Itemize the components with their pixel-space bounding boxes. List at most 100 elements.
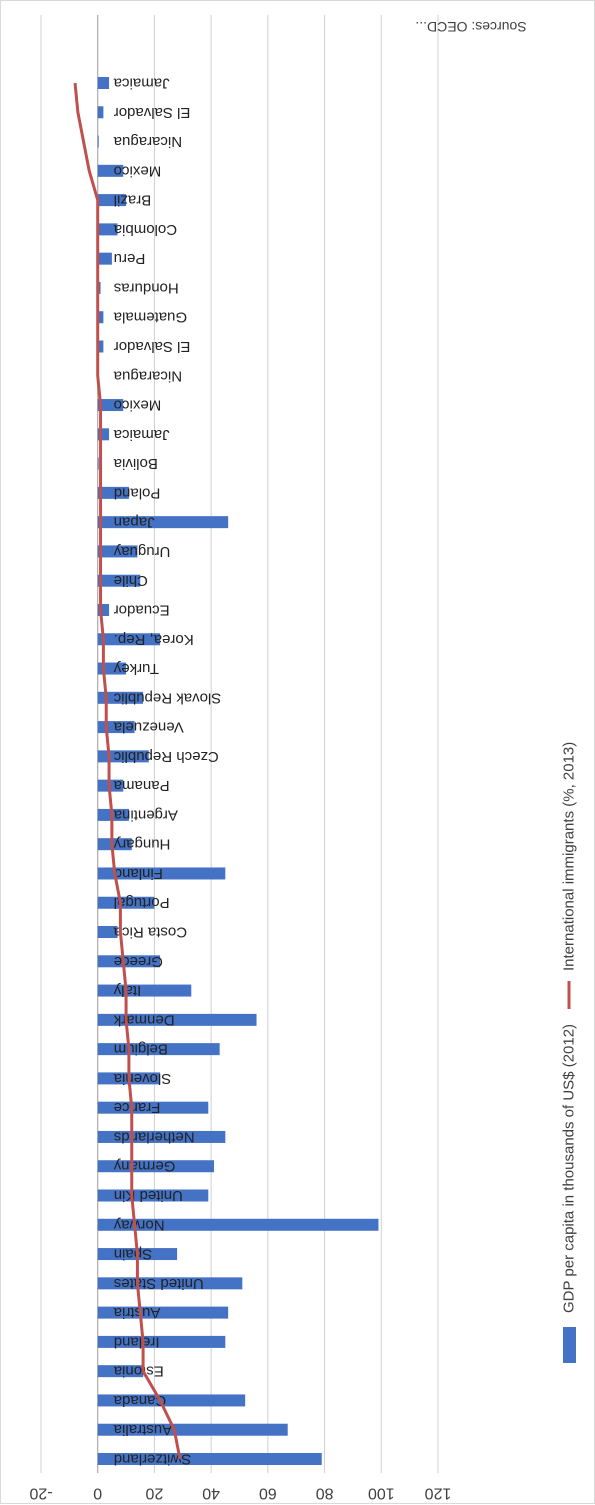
bar: [97, 252, 112, 265]
bar: [97, 545, 138, 558]
legend-bar-label: GDP per capita in thousands of US$ (2012…: [561, 1024, 578, 1313]
category-label: Denmark: [113, 1011, 174, 1028]
category-label: El Salvador: [114, 104, 191, 121]
immigrants-line: [73, 82, 182, 1460]
bar: [97, 633, 161, 646]
bar: [97, 135, 99, 148]
bar: [97, 838, 132, 851]
bar: [97, 77, 110, 89]
bar: [97, 896, 155, 909]
category-label: France: [114, 1099, 161, 1116]
bar: [97, 399, 124, 412]
category-label: Australia: [113, 1421, 172, 1438]
category-label: Guatemala: [113, 309, 187, 326]
category-label: Jamaica: [113, 75, 170, 92]
bar: [97, 311, 104, 324]
category-label: Mexico: [114, 162, 162, 179]
category-label: Colombia: [113, 221, 177, 238]
bar: [97, 574, 141, 587]
category-label: Korea, Rep.: [114, 631, 194, 648]
bar: [97, 1130, 226, 1143]
category-label: Jamaica: [113, 426, 170, 443]
bar: [97, 1277, 243, 1290]
category-label: United States: [114, 1275, 204, 1292]
bar: [97, 340, 104, 353]
legend-line-label: International immigrants (%, 2013): [561, 742, 578, 971]
plot-area: -20 0 20 40 60 80 100 120 Switzerland Australia Ca…: [29, 15, 578, 1502]
bar: [97, 1101, 209, 1114]
bar: [97, 1160, 214, 1173]
x-tick-label: 120: [425, 1485, 452, 1502]
category-label: Germany: [113, 1158, 175, 1175]
bar: [97, 1013, 257, 1026]
bar: [97, 457, 99, 470]
category-label: Switzerland: [114, 1451, 192, 1468]
bar: [97, 1365, 144, 1378]
category-label: Canada: [113, 1392, 166, 1409]
category-label: Ireland: [114, 1333, 160, 1350]
category-label: Nicaragua: [113, 367, 182, 384]
category-label: Costa Rica: [113, 924, 187, 941]
bar: [97, 984, 192, 997]
category-label: Netherlands: [114, 1128, 195, 1145]
category-label: Greece: [114, 953, 163, 970]
category-label: Portugal: [114, 894, 170, 911]
bar: [97, 164, 124, 177]
category-label: Nicaragua: [113, 133, 182, 150]
source-note: Sources: OECD...: [415, 19, 526, 35]
x-tick-label: 80: [316, 1485, 334, 1502]
bar: [97, 691, 144, 704]
bar: [97, 223, 118, 236]
x-tick-label: 0: [93, 1485, 102, 1502]
x-tick-label: -20: [29, 1485, 52, 1502]
bar: [97, 867, 226, 880]
category-label: Czech Republic: [113, 748, 219, 765]
category-label: Peru: [114, 250, 146, 267]
legend-bar-swatch: [563, 1327, 576, 1363]
category-label: Slovenia: [113, 1070, 171, 1087]
category-label: Honduras: [114, 279, 179, 296]
bar: [97, 1394, 246, 1407]
category-label: Estonia: [113, 1363, 164, 1380]
category-label: Bolivia: [113, 455, 158, 472]
bar: [97, 428, 110, 441]
bar: [97, 1189, 209, 1202]
category-label: Ecuador: [114, 601, 170, 618]
category-label: Mexico: [114, 397, 162, 414]
bar: [97, 1306, 229, 1319]
category-label: Spain: [114, 1246, 152, 1263]
bar: [97, 106, 104, 119]
bar: [97, 1335, 226, 1348]
category-label: Turkey: [113, 660, 159, 677]
x-tick-label: 60: [259, 1485, 277, 1502]
bar: [97, 194, 127, 207]
category-label: Austria: [113, 1304, 160, 1321]
x-tick-label: 40: [202, 1485, 220, 1502]
category-label: Norway: [113, 1216, 164, 1233]
category-label: Venezuela: [113, 719, 184, 736]
category-label: United Kin: [114, 1187, 183, 1204]
category-label: Chile: [114, 572, 148, 589]
bar: [97, 1453, 322, 1465]
bar: [97, 1423, 288, 1436]
bar: [97, 1218, 379, 1231]
category-label: Argentina: [113, 806, 178, 823]
x-tick-label: 100: [368, 1485, 395, 1502]
category-label: Finland: [114, 865, 163, 882]
category-label: Brazil: [114, 192, 152, 209]
bar: [97, 926, 118, 939]
category-label: Uruguay: [113, 543, 170, 560]
category-label: Panama: [113, 777, 170, 794]
x-tick-label: 20: [145, 1485, 163, 1502]
category-label: Slovak Republic: [113, 689, 221, 706]
category-label: Poland: [114, 484, 161, 501]
bar: [97, 603, 110, 616]
bar: [97, 486, 129, 499]
bar: [97, 516, 229, 529]
category-label: El Salvador: [114, 338, 191, 355]
bar: [97, 955, 161, 968]
category-label: Hungary: [113, 836, 170, 853]
category-label: Belgium: [114, 1041, 168, 1058]
